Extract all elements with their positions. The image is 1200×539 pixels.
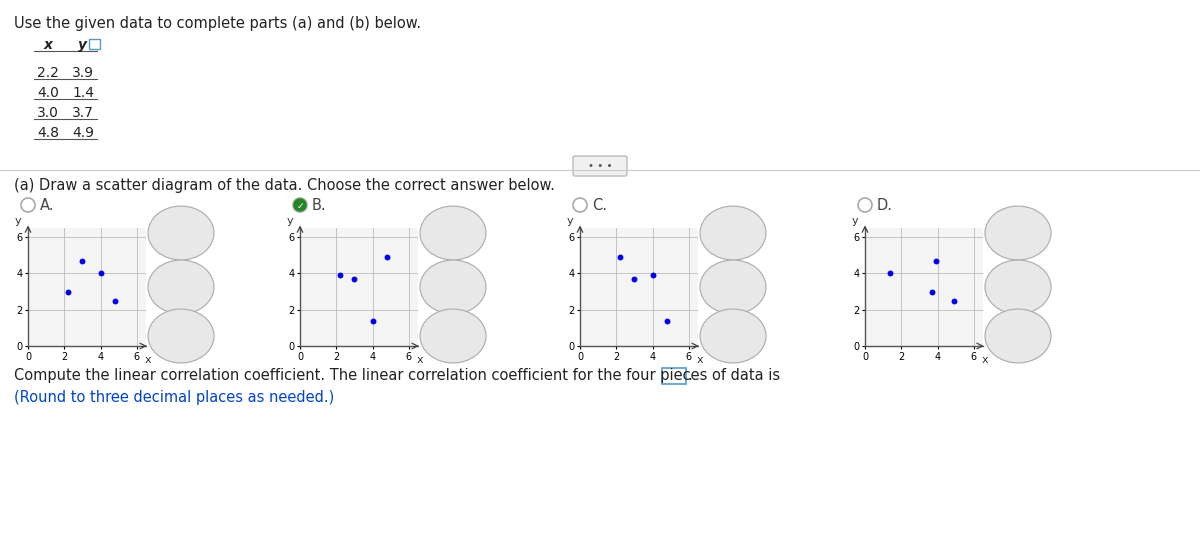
Point xyxy=(643,271,662,280)
Text: ⊖: ⊖ xyxy=(1012,280,1025,294)
Text: A.: A. xyxy=(40,198,54,213)
Text: 3.9: 3.9 xyxy=(72,66,94,80)
Text: ⇗: ⇗ xyxy=(727,328,739,343)
Text: Compute the linear correlation coefficient. The linear correlation coefficient f: Compute the linear correlation coefficie… xyxy=(14,368,780,383)
Text: y: y xyxy=(14,216,22,226)
Text: ⊕: ⊕ xyxy=(175,225,187,240)
Text: ⊕: ⊕ xyxy=(1012,225,1025,240)
Text: y: y xyxy=(78,38,88,52)
Text: x: x xyxy=(43,38,53,52)
Text: 4.8: 4.8 xyxy=(37,126,59,140)
FancyBboxPatch shape xyxy=(661,368,685,384)
Text: (a) Draw a scatter diagram of the data. Choose the correct answer below.: (a) Draw a scatter diagram of the data. … xyxy=(14,178,554,193)
Point xyxy=(658,316,677,325)
Text: 3.7: 3.7 xyxy=(72,106,94,120)
Point xyxy=(73,257,92,265)
Point xyxy=(881,269,900,278)
Text: 4.9: 4.9 xyxy=(72,126,94,140)
Text: x: x xyxy=(696,355,703,365)
Text: ⇗: ⇗ xyxy=(1012,328,1025,343)
Text: x: x xyxy=(416,355,424,365)
Text: C.: C. xyxy=(592,198,607,213)
Text: 1.4: 1.4 xyxy=(72,86,94,100)
Point xyxy=(59,287,78,296)
Point xyxy=(944,296,964,305)
Text: ⇗: ⇗ xyxy=(446,328,460,343)
Text: • • •: • • • xyxy=(588,161,612,171)
Point xyxy=(106,296,125,305)
Point xyxy=(611,253,630,261)
Point xyxy=(625,274,644,283)
Text: 4.0: 4.0 xyxy=(37,86,59,100)
Point xyxy=(926,257,946,265)
Text: .: . xyxy=(688,369,692,384)
Text: D.: D. xyxy=(877,198,893,213)
Text: ⊕: ⊕ xyxy=(727,225,739,240)
Point xyxy=(378,253,397,261)
Text: y: y xyxy=(287,216,293,226)
Text: 3.0: 3.0 xyxy=(37,106,59,120)
Text: ⊖: ⊖ xyxy=(175,280,187,294)
Point xyxy=(91,269,110,278)
Text: B.: B. xyxy=(312,198,326,213)
Point xyxy=(330,271,349,280)
FancyBboxPatch shape xyxy=(89,39,100,49)
Circle shape xyxy=(294,199,306,211)
Text: 2.2: 2.2 xyxy=(37,66,59,80)
Text: x: x xyxy=(144,355,151,365)
Point xyxy=(923,287,942,296)
Text: ✓: ✓ xyxy=(296,202,304,211)
Point xyxy=(364,316,383,325)
FancyBboxPatch shape xyxy=(574,156,628,176)
Text: ⊕: ⊕ xyxy=(446,225,460,240)
Text: (Round to three decimal places as needed.): (Round to three decimal places as needed… xyxy=(14,390,335,405)
Text: ⊖: ⊖ xyxy=(727,280,739,294)
Point xyxy=(344,274,364,283)
Text: y: y xyxy=(852,216,858,226)
Text: ⊖: ⊖ xyxy=(446,280,460,294)
Text: ⇗: ⇗ xyxy=(175,328,187,343)
Text: y: y xyxy=(566,216,574,226)
Text: Use the given data to complete parts (a) and (b) below.: Use the given data to complete parts (a)… xyxy=(14,16,421,31)
Text: x: x xyxy=(982,355,988,365)
